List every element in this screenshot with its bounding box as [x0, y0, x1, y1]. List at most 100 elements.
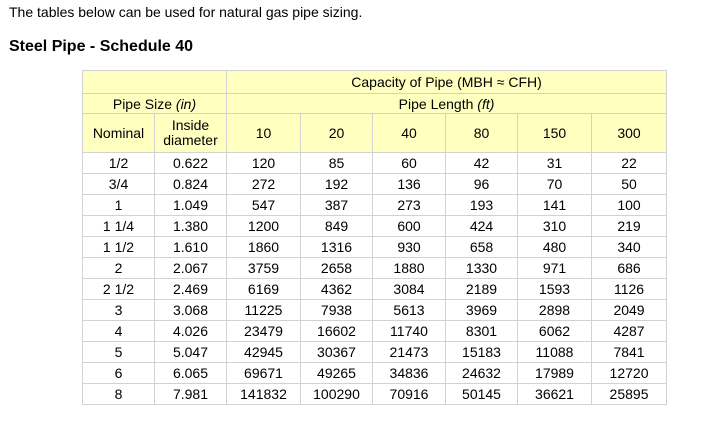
- table-row: 5 5.047 42945 30367 21473 15183 11088 7841: [82, 341, 668, 363]
- capacity-cell: 1593: [517, 278, 592, 300]
- inside-diameter-cell: 1.049: [154, 194, 227, 216]
- nominal-size-cell: 2: [82, 257, 155, 279]
- capacity-cell: 50145: [445, 383, 518, 405]
- table-body: 1/2 0.622 120 85 60 42 31 22 3/4 0.824 272 192 136 96…: [82, 152, 668, 405]
- capacity-cell: 11088: [517, 341, 592, 363]
- nominal-header: Nominal: [82, 113, 155, 153]
- table-row: 8 7.981 141832 100290 70916 50145 36621 25895: [82, 383, 668, 405]
- nominal-size-cell: 6: [82, 362, 155, 384]
- capacity-cell: 12720: [590, 362, 668, 384]
- capacity-cell: 192: [300, 173, 373, 195]
- capacity-cell: 1330: [445, 257, 518, 279]
- capacity-cell: 17989: [517, 362, 592, 384]
- inside-diameter-cell: 3.068: [154, 299, 227, 321]
- nominal-size-cell: 1 1/2: [82, 236, 155, 258]
- capacity-cell: 136: [372, 173, 446, 195]
- table-row: 4 4.026 23479 16602 11740 8301 6062 4287: [82, 320, 668, 342]
- capacity-cell: 340: [590, 236, 668, 258]
- capacity-cell: 1860: [226, 236, 301, 258]
- capacity-cell: 25895: [590, 383, 668, 405]
- pipe-length-header: Pipe Length (ft): [225, 93, 668, 114]
- capacity-cell: 24632: [445, 362, 518, 384]
- capacity-cell: 60: [372, 152, 446, 174]
- capacity-header: Capacity of Pipe (MBH ≈ CFH): [225, 70, 668, 94]
- capacity-cell: 547: [226, 194, 301, 216]
- pipe-size-label: Pipe Size: [112, 95, 173, 112]
- capacity-cell: 6169: [226, 278, 301, 300]
- inside-diameter-header: Inside diameter: [154, 113, 227, 153]
- capacity-cell: 42: [445, 152, 518, 174]
- pipe-sizing-table: Capacity of Pipe (MBH ≈ CFH) Pipe Size (…: [82, 70, 668, 405]
- capacity-cell: 23479: [226, 320, 301, 342]
- nominal-size-cell: 8: [82, 383, 155, 405]
- inside-diameter-cell: 5.047: [154, 341, 227, 363]
- pipe-length-unit: (ft): [477, 95, 495, 112]
- capacity-cell: 70916: [372, 383, 446, 405]
- capacity-cell: 1200: [226, 215, 301, 237]
- capacity-cell: 600: [372, 215, 446, 237]
- inside-diameter-cell: 1.380: [154, 215, 227, 237]
- capacity-cell: 31: [517, 152, 592, 174]
- section-title: Steel Pipe - Schedule 40: [9, 38, 194, 55]
- capacity-cell: 971: [517, 257, 592, 279]
- capacity-cell: 85: [300, 152, 373, 174]
- capacity-cell: 272: [226, 173, 301, 195]
- inside-diameter-cell: 2.067: [154, 257, 227, 279]
- capacity-cell: 1316: [300, 236, 373, 258]
- capacity-cell: 2189: [445, 278, 518, 300]
- capacity-cell: 96: [445, 173, 518, 195]
- nominal-size-cell: 1: [82, 194, 155, 216]
- inside-diameter-cell: 1.610: [154, 236, 227, 258]
- capacity-cell: 3759: [226, 257, 301, 279]
- capacity-cell: 120: [226, 152, 301, 174]
- capacity-cell: 7938: [300, 299, 373, 321]
- table-row: 3/4 0.824 272 192 136 96 70 50: [82, 173, 668, 195]
- capacity-cell: 34836: [372, 362, 446, 384]
- table-row: 1 1.049 547 387 273 193 141 100: [82, 194, 668, 216]
- capacity-cell: 11740: [372, 320, 446, 342]
- capacity-cell: 3084: [372, 278, 446, 300]
- capacity-cell: 50: [590, 173, 668, 195]
- capacity-cell: 273: [372, 194, 446, 216]
- capacity-cell: 16602: [300, 320, 373, 342]
- table-row: 1/2 0.622 120 85 60 42 31 22: [82, 152, 668, 174]
- capacity-cell: 480: [517, 236, 592, 258]
- length-header: 20: [300, 113, 373, 153]
- capacity-cell: 100: [590, 194, 668, 216]
- nominal-size-cell: 1/2: [82, 152, 155, 174]
- capacity-cell: 193: [445, 194, 518, 216]
- header-row-columns: Nominal Inside diameter 10 20 40 80 150 …: [82, 113, 668, 153]
- inside-diameter-cell: 4.026: [154, 320, 227, 342]
- capacity-cell: 1126: [590, 278, 668, 300]
- capacity-cell: 310: [517, 215, 592, 237]
- length-header: 300: [590, 113, 668, 153]
- inside-diameter-cell: 0.824: [154, 173, 227, 195]
- header-row-groups: Pipe Size (in) Pipe Length (ft): [82, 93, 668, 114]
- pipe-size-header: Pipe Size (in): [82, 93, 227, 114]
- capacity-cell: 930: [372, 236, 446, 258]
- nominal-size-cell: 5: [82, 341, 155, 363]
- length-header: 150: [517, 113, 592, 153]
- inside-diameter-cell: 2.469: [154, 278, 227, 300]
- table-row: 2 2.067 3759 2658 1880 1330 971 686: [82, 257, 668, 279]
- pipe-length-label: Pipe Length: [398, 95, 474, 112]
- length-header: 10: [226, 113, 301, 153]
- capacity-cell: 70: [517, 173, 592, 195]
- capacity-cell: 11225: [226, 299, 301, 321]
- capacity-cell: 2658: [300, 257, 373, 279]
- capacity-cell: 3969: [445, 299, 518, 321]
- inside-diameter-cell: 6.065: [154, 362, 227, 384]
- capacity-cell: 21473: [372, 341, 446, 363]
- nominal-size-cell: 1 1/4: [82, 215, 155, 237]
- capacity-cell: 100290: [300, 383, 373, 405]
- inside-diameter-cell: 7.981: [154, 383, 227, 405]
- capacity-cell: 22: [590, 152, 668, 174]
- table-header: Capacity of Pipe (MBH ≈ CFH) Pipe Size (…: [82, 70, 668, 153]
- capacity-cell: 141832: [226, 383, 301, 405]
- capacity-cell: 5613: [372, 299, 446, 321]
- intro-text: The tables below can be used for natural…: [9, 4, 363, 20]
- pipe-size-unit: (in): [175, 95, 197, 112]
- capacity-cell: 2898: [517, 299, 592, 321]
- capacity-cell: 219: [590, 215, 668, 237]
- capacity-cell: 6062: [517, 320, 592, 342]
